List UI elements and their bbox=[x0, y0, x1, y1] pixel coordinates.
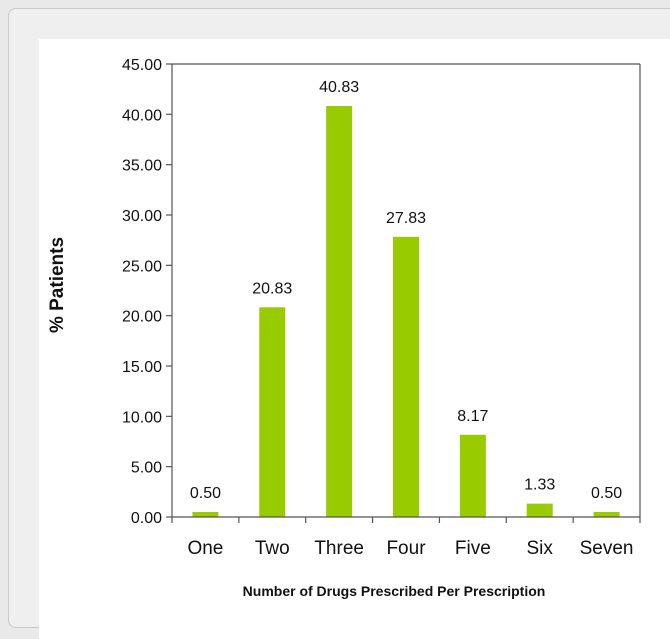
y-tick-label: 20.00 bbox=[122, 309, 162, 326]
data-label-three: 40.83 bbox=[319, 79, 359, 96]
y-tick-label: 30.00 bbox=[122, 208, 162, 225]
category-label-one: One bbox=[187, 538, 223, 559]
data-label-two: 20.83 bbox=[252, 280, 292, 297]
bar-seven bbox=[593, 511, 620, 517]
category-label-three: Three bbox=[314, 538, 364, 559]
y-tick-label: 10.00 bbox=[122, 409, 162, 426]
data-label-four: 27.83 bbox=[386, 210, 426, 227]
data-label-five: 8.17 bbox=[457, 408, 488, 425]
bars bbox=[192, 105, 620, 517]
y-tick-label: 45.00 bbox=[122, 57, 162, 74]
y-tick-label: 25.00 bbox=[122, 258, 162, 275]
category-label-four: Four bbox=[386, 538, 426, 559]
x-axis-title: Number of Drugs Prescribed Per Prescript… bbox=[243, 583, 546, 599]
category-label-five: Five bbox=[455, 538, 491, 559]
y-tick-label: 0.00 bbox=[131, 510, 162, 527]
category-label-six: Six bbox=[527, 538, 554, 559]
bar-five bbox=[459, 434, 486, 517]
bar-chart: 0.00 5.00 10.00 15.00 20.00 25.00 30.00 35.00 40… bbox=[47, 57, 641, 599]
y-tick-label: 15.00 bbox=[122, 359, 162, 376]
category-label-two: Two bbox=[255, 538, 290, 559]
category-label-seven: Seven bbox=[580, 538, 634, 559]
y-axis-ticks: 0.00 5.00 10.00 15.00 20.00 25.00 30.00 35.00 40… bbox=[122, 57, 172, 527]
data-label-seven: 0.50 bbox=[591, 485, 622, 502]
bar-six bbox=[526, 503, 553, 517]
bar-three bbox=[326, 105, 353, 517]
data-label-one: 0.50 bbox=[190, 485, 221, 502]
y-tick-label: 35.00 bbox=[122, 158, 162, 175]
chart-panel bbox=[39, 39, 670, 639]
bar-one bbox=[192, 511, 219, 517]
data-labels: 0.50 20.83 40.83 27.83 8.17 1.33 0.50 bbox=[190, 79, 622, 502]
bar-two bbox=[259, 307, 286, 517]
y-tick-label: 5.00 bbox=[131, 460, 162, 477]
y-tick-label: 40.00 bbox=[122, 107, 162, 124]
y-axis-title: % Patients bbox=[47, 237, 68, 333]
x-axis-categories: One Two Three Four Five Six Seven bbox=[171, 517, 641, 559]
bar-four bbox=[393, 236, 419, 517]
data-label-six: 1.33 bbox=[524, 477, 555, 494]
